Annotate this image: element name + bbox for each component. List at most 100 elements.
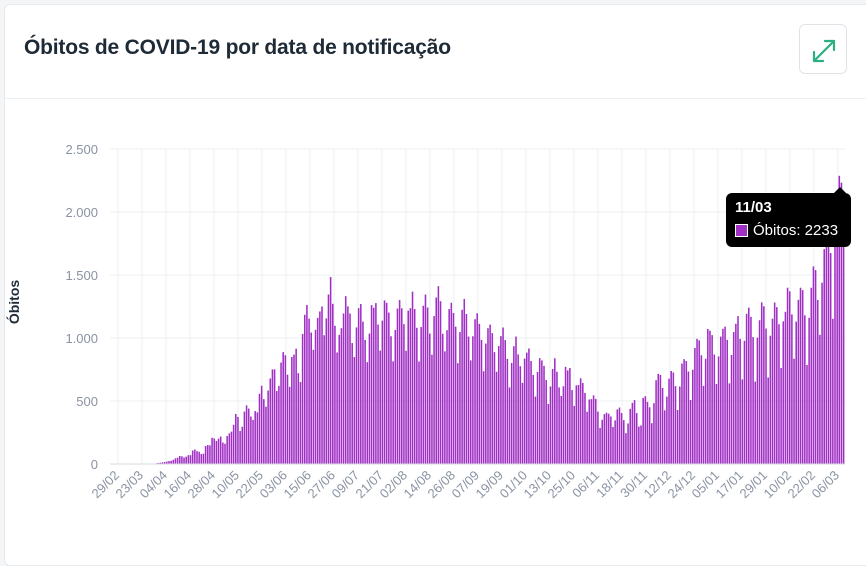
bar[interactable]	[601, 420, 603, 464]
bar[interactable]	[621, 413, 623, 464]
bar[interactable]	[718, 356, 720, 464]
bar[interactable]	[479, 324, 481, 464]
bar[interactable]	[250, 417, 252, 465]
bar[interactable]	[795, 322, 797, 464]
bar[interactable]	[832, 319, 834, 464]
bar[interactable]	[351, 343, 353, 464]
bar[interactable]	[681, 364, 683, 464]
bar[interactable]	[826, 232, 828, 464]
bar[interactable]	[742, 379, 744, 464]
bar[interactable]	[203, 454, 205, 464]
bar[interactable]	[834, 241, 836, 464]
bar[interactable]	[241, 427, 243, 464]
bar[interactable]	[765, 329, 767, 464]
bar[interactable]	[179, 456, 181, 464]
bar[interactable]	[494, 352, 496, 464]
bar[interactable]	[224, 444, 226, 464]
bar[interactable]	[793, 359, 795, 464]
bar[interactable]	[395, 330, 397, 464]
bar[interactable]	[367, 362, 369, 464]
bar[interactable]	[690, 400, 692, 464]
bar[interactable]	[485, 344, 487, 464]
bar[interactable]	[476, 313, 478, 464]
bar[interactable]	[800, 288, 802, 464]
bar[interactable]	[423, 306, 425, 464]
bar[interactable]	[181, 456, 183, 464]
bar[interactable]	[298, 373, 300, 464]
bar[interactable]	[474, 319, 476, 464]
bar[interactable]	[780, 368, 782, 464]
bar[interactable]	[360, 304, 362, 464]
bar[interactable]	[282, 352, 284, 464]
bar[interactable]	[666, 397, 668, 464]
bar[interactable]	[302, 334, 304, 464]
bar[interactable]	[185, 457, 187, 464]
bar[interactable]	[222, 443, 224, 464]
bar[interactable]	[569, 368, 571, 464]
bar[interactable]	[190, 455, 192, 464]
bar[interactable]	[532, 375, 534, 464]
bar[interactable]	[591, 399, 593, 464]
bar[interactable]	[226, 436, 228, 464]
bar[interactable]	[285, 355, 287, 464]
bar[interactable]	[642, 398, 644, 464]
bar[interactable]	[438, 286, 440, 464]
bar[interactable]	[778, 324, 780, 464]
bar[interactable]	[767, 377, 769, 464]
bar[interactable]	[567, 370, 569, 464]
bar[interactable]	[330, 277, 332, 464]
bar[interactable]	[332, 304, 334, 464]
bar[interactable]	[412, 292, 414, 464]
bar[interactable]	[448, 309, 450, 464]
bar[interactable]	[709, 331, 711, 464]
bar[interactable]	[399, 300, 401, 464]
bar[interactable]	[315, 330, 317, 464]
bar[interactable]	[463, 299, 465, 464]
bar[interactable]	[507, 359, 509, 464]
bar[interactable]	[752, 337, 754, 464]
bar[interactable]	[481, 340, 483, 464]
bar[interactable]	[489, 325, 491, 464]
bar[interactable]	[636, 413, 638, 464]
bar[interactable]	[207, 445, 209, 464]
bar[interactable]	[649, 407, 651, 464]
bar[interactable]	[526, 353, 528, 464]
bar[interactable]	[196, 451, 198, 464]
bar[interactable]	[556, 372, 558, 464]
bar[interactable]	[229, 433, 231, 464]
bar[interactable]	[623, 420, 625, 464]
bar[interactable]	[343, 313, 345, 464]
bar[interactable]	[664, 410, 666, 464]
bar[interactable]	[310, 333, 312, 464]
bar[interactable]	[688, 372, 690, 464]
bar[interactable]	[435, 298, 437, 464]
bar[interactable]	[657, 374, 659, 464]
bar[interactable]	[382, 321, 384, 464]
bar[interactable]	[686, 361, 688, 464]
bar[interactable]	[492, 333, 494, 464]
bar[interactable]	[244, 412, 246, 464]
bar[interactable]	[446, 330, 448, 464]
bar[interactable]	[548, 404, 550, 464]
bar[interactable]	[201, 454, 203, 464]
bar[interactable]	[252, 420, 254, 464]
bar[interactable]	[813, 266, 815, 464]
bar[interactable]	[287, 375, 289, 464]
bar[interactable]	[545, 380, 547, 464]
bar[interactable]	[604, 414, 606, 464]
bar[interactable]	[640, 425, 642, 464]
bar[interactable]	[785, 312, 787, 464]
bar[interactable]	[392, 361, 394, 464]
bar[interactable]	[722, 329, 724, 464]
bar[interactable]	[470, 360, 472, 464]
bar[interactable]	[720, 337, 722, 464]
bar[interactable]	[610, 417, 612, 465]
bar[interactable]	[403, 324, 405, 464]
bar[interactable]	[513, 346, 515, 464]
bar[interactable]	[291, 357, 293, 464]
bar[interactable]	[660, 375, 662, 464]
bar[interactable]	[511, 363, 513, 464]
bar[interactable]	[276, 391, 278, 464]
bar[interactable]	[647, 402, 649, 464]
bar[interactable]	[414, 309, 416, 464]
